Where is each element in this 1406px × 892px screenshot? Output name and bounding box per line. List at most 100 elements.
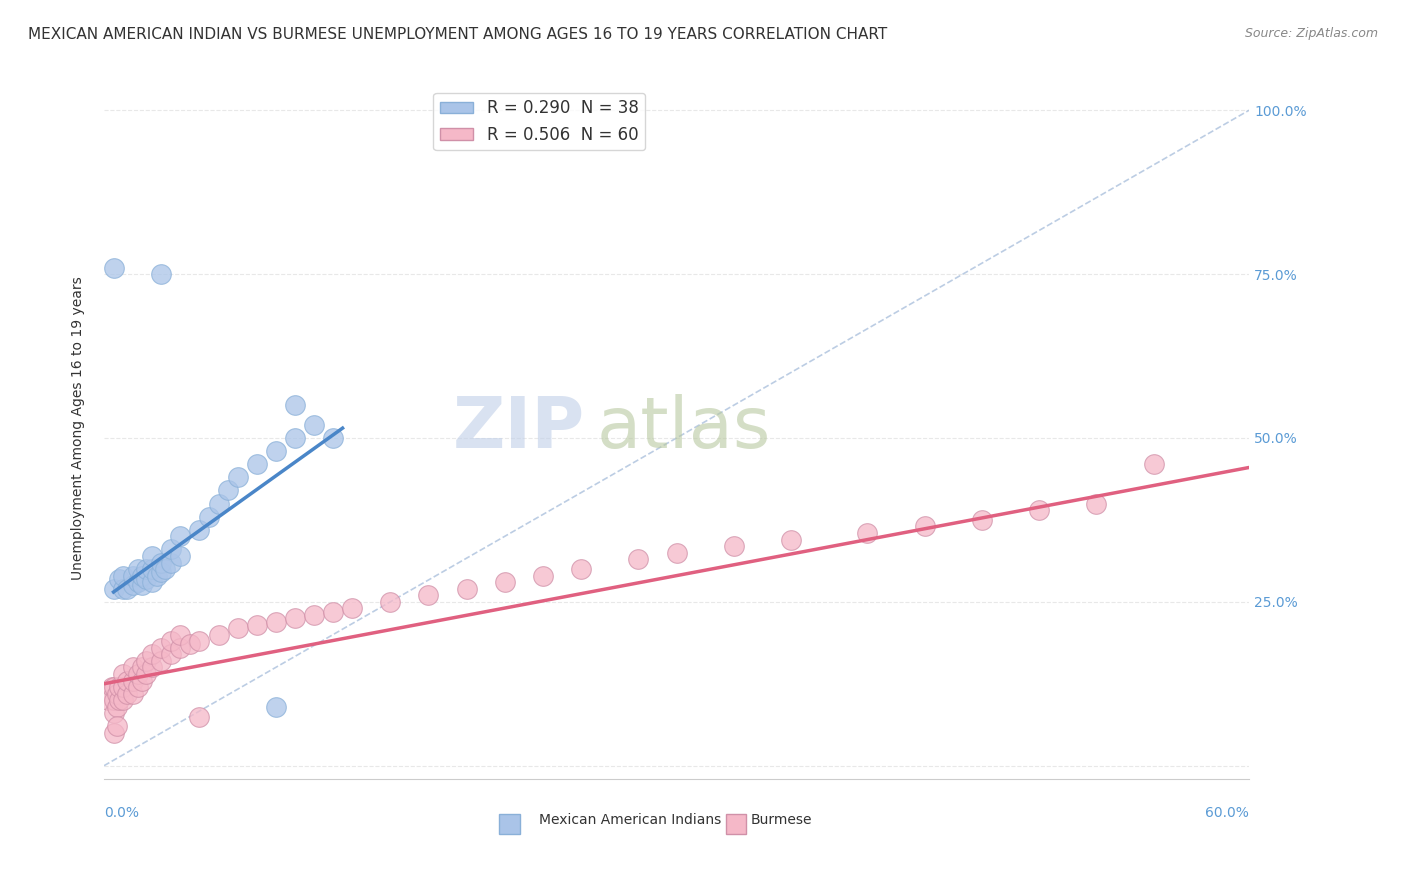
Point [105, 719, 128, 733]
Point [569, 562, 592, 576]
Point [141, 575, 163, 590]
Legend: R = 0.290  N = 38, R = 0.506  N = 60: R = 0.290 N = 38, R = 0.506 N = 60 [433, 93, 645, 151]
Point [723, 539, 745, 553]
Point [103, 680, 125, 694]
Point [121, 660, 143, 674]
Bar [499, 814, 520, 833]
Point [188, 634, 211, 648]
Point [380, 595, 402, 609]
Point [108, 693, 131, 707]
Point [112, 568, 135, 582]
Point [264, 699, 287, 714]
Point [340, 601, 363, 615]
Point [159, 647, 181, 661]
Point [284, 398, 307, 412]
Point [112, 582, 135, 596]
Point [121, 578, 143, 592]
Text: Source: ZipAtlas.com: Source: ZipAtlas.com [1244, 27, 1378, 40]
Point [131, 673, 153, 688]
Point [159, 556, 181, 570]
Point [226, 621, 249, 635]
Point [103, 582, 125, 596]
Point [135, 572, 157, 586]
Point [188, 709, 211, 723]
Point [1143, 457, 1166, 471]
Point [141, 562, 163, 576]
Point [780, 533, 803, 547]
Text: ZIP: ZIP [453, 393, 585, 463]
Point [135, 667, 157, 681]
Point [153, 562, 176, 576]
Point [103, 693, 125, 707]
Point [418, 588, 440, 602]
Point [169, 529, 191, 543]
Point [112, 680, 135, 694]
Point [121, 568, 143, 582]
Point [914, 519, 936, 533]
Point [456, 582, 478, 596]
Point [169, 640, 191, 655]
Point [226, 470, 249, 484]
Point [121, 687, 143, 701]
Point [627, 552, 650, 566]
Point [159, 542, 181, 557]
Text: Burmese: Burmese [751, 814, 813, 828]
Point [970, 513, 993, 527]
Point [108, 572, 131, 586]
Point [207, 627, 229, 641]
Point [112, 667, 135, 681]
Point [115, 673, 138, 688]
Point [146, 568, 169, 582]
Point [246, 457, 269, 471]
Point [131, 578, 153, 592]
Point [169, 549, 191, 563]
Point [100, 680, 122, 694]
Point [207, 496, 229, 510]
Point [665, 546, 688, 560]
Point [105, 687, 128, 701]
Point [198, 509, 221, 524]
Point [856, 526, 879, 541]
Text: MEXICAN AMERICAN INDIAN VS BURMESE UNEMPLOYMENT AMONG AGES 16 TO 19 YEARS CORREL: MEXICAN AMERICAN INDIAN VS BURMESE UNEMP… [28, 27, 887, 42]
Point [264, 615, 287, 629]
Bar [725, 814, 747, 833]
Point [264, 444, 287, 458]
Point [127, 562, 149, 576]
Point [494, 575, 516, 590]
Point [1085, 496, 1108, 510]
Point [103, 706, 125, 721]
Point [112, 693, 135, 707]
Text: 60.0%: 60.0% [1205, 806, 1249, 821]
Point [131, 660, 153, 674]
Point [284, 431, 307, 445]
Point [127, 680, 149, 694]
Point [103, 260, 125, 275]
Point [150, 267, 173, 281]
Point [246, 617, 269, 632]
Point [302, 607, 325, 622]
Text: Mexican American Indians: Mexican American Indians [538, 814, 721, 828]
Point [302, 417, 325, 432]
Point [322, 431, 344, 445]
Point [1028, 503, 1050, 517]
Point [121, 673, 143, 688]
Point [135, 562, 157, 576]
Point [159, 634, 181, 648]
Y-axis label: Unemployment Among Ages 16 to 19 years: Unemployment Among Ages 16 to 19 years [72, 277, 86, 580]
Point [150, 566, 173, 580]
Point [103, 726, 125, 740]
Point [115, 582, 138, 596]
Point [217, 483, 239, 498]
Point [105, 699, 128, 714]
Point [322, 605, 344, 619]
Point [179, 637, 201, 651]
Point [169, 627, 191, 641]
Point [150, 654, 173, 668]
Point [135, 654, 157, 668]
Point [127, 667, 149, 681]
Point [150, 640, 173, 655]
Point [108, 680, 131, 694]
Point [131, 568, 153, 582]
Point [115, 687, 138, 701]
Text: 0.0%: 0.0% [104, 806, 139, 821]
